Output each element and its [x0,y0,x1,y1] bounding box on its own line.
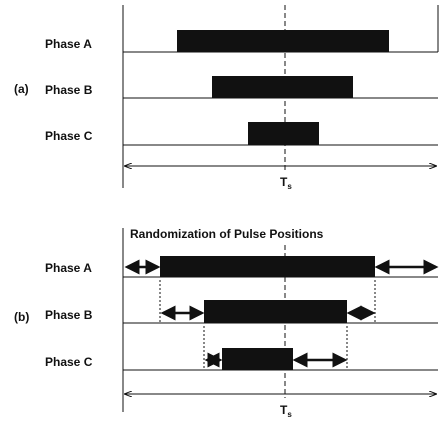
row-label: Phase A [45,37,92,51]
row-label: Phase C [45,129,93,143]
pulse [204,300,347,323]
panel-title: Randomization of Pulse Positions [130,227,324,241]
period-subscript: s [287,182,292,191]
panel-label: (b) [14,310,29,324]
pulse [160,256,375,277]
period-symbol: T [280,403,288,417]
row-label: Phase A [45,261,92,275]
pulse [177,30,389,52]
panel-b: Randomization of Pulse Positions (b) Pha… [14,227,439,419]
panel-label: (a) [14,82,29,96]
period-label: Ts [280,175,292,191]
pulse [222,348,293,370]
panel-a: (a) Phase A Phase B Phase C Ts [14,5,439,191]
period-label: Ts [280,403,292,419]
period-symbol: T [280,175,288,189]
pulse [212,76,353,98]
row-label: Phase B [45,308,93,322]
row-label: Phase B [45,83,93,97]
period-subscript: s [287,410,292,419]
pulse [248,122,319,145]
row-label: Phase C [45,355,93,369]
